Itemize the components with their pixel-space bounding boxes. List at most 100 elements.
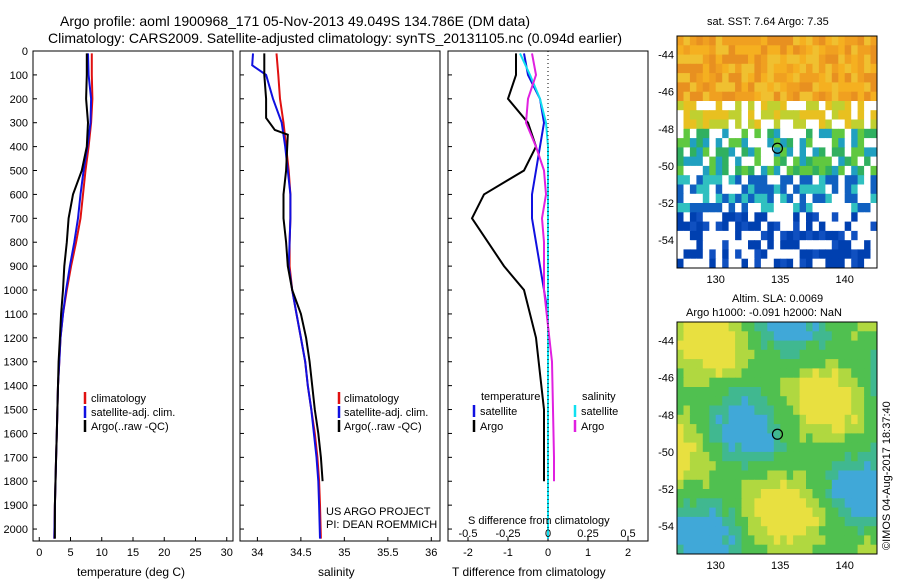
map-cell [851,54,859,65]
map-cell [689,147,697,158]
map-cell [786,73,794,83]
map-cell [767,138,775,148]
map-cell [702,414,710,425]
temperature-plot: 0 5 10 15 20 25 30 [36,53,233,559]
map-cell [760,221,768,232]
map-cell [689,45,697,56]
map-cell [812,377,820,388]
map-cell [715,165,723,176]
map-cell [677,387,684,397]
map-cell [831,405,839,416]
map-cell [818,479,826,490]
map-cell [838,451,846,462]
map-cell [760,433,768,444]
map-cell [702,526,710,536]
map-cell [760,451,768,462]
map-cell [838,359,846,369]
map-cell [709,165,717,176]
map-cell [831,156,839,167]
map-cell [741,258,749,269]
map-cell [760,516,768,527]
map-cell [806,184,813,195]
map-cell [683,424,691,434]
map-cell [773,489,781,499]
map-cell [793,165,801,176]
map-cell [780,433,788,444]
map-cell [806,498,813,509]
map-cell [806,193,813,204]
map-cell [838,138,846,148]
salinity-xlabel: salinity [318,565,355,579]
map-cell [806,110,813,120]
map-cell [851,36,859,46]
series-line-climatology [53,53,94,539]
map-lat-tick-label: -52 [658,484,674,496]
map-cell [767,331,775,342]
map-cell [677,489,684,499]
map-cell [818,424,826,434]
map-cell [689,516,697,527]
title-line-2: Climatology: CARS2009. Satellite-adjuste… [48,30,622,46]
map-cell [780,110,788,120]
map-cell [741,442,749,453]
map-cell [831,165,839,176]
map-cell [793,221,801,232]
map-cell [844,498,852,509]
map-cell [818,82,826,93]
map-cell [715,147,723,158]
map-cell [683,340,691,351]
map-cell [677,230,684,241]
project-label: US ARGO PROJECT [326,506,431,518]
map-cell [799,498,807,509]
map-cell [767,424,775,434]
x-tick-label: 34 [251,547,263,559]
map-cell [857,470,865,481]
map-cell [786,184,794,195]
map-cell [709,184,717,195]
map-cell [741,526,749,536]
map-cell [748,461,755,471]
map-cell [825,156,833,167]
map-lat-tick-label: -44 [658,50,674,62]
map-cell [702,91,710,102]
map-cell [760,535,768,546]
map-cell [799,249,807,260]
map-cell [844,73,852,83]
map-cell [864,368,872,379]
map-cell [851,470,859,481]
map-cell [767,526,775,536]
map-cell [689,479,697,490]
map-cell [677,368,684,379]
map-cell [715,128,723,139]
map-cell [683,526,691,536]
map-cell [851,359,859,369]
map-cell [754,175,762,185]
map-cell [818,119,826,130]
map-cell [702,535,710,546]
map-cell [806,82,813,93]
map-cell [728,433,736,444]
map-cell [722,82,730,93]
map-cell [767,128,775,139]
map-cell [715,91,723,102]
map-cell [793,230,801,241]
map-cell [754,414,762,425]
map-cell [851,193,859,204]
map-cell [870,507,878,518]
map-cell [844,526,852,536]
map-cell [760,73,768,83]
map-cell [818,340,826,351]
map-cell [677,110,684,120]
map-cell [831,387,839,397]
map-cell [818,405,826,416]
map-cell [773,203,781,213]
map-cell [767,451,775,462]
map-cell [864,396,872,406]
depth-tick-label: 100 [10,70,28,82]
map-cell [722,451,730,462]
map-cell [870,442,878,453]
map-cell [748,359,755,369]
map-cell [844,359,852,369]
map-cell [870,184,878,195]
map-cell [683,258,691,269]
